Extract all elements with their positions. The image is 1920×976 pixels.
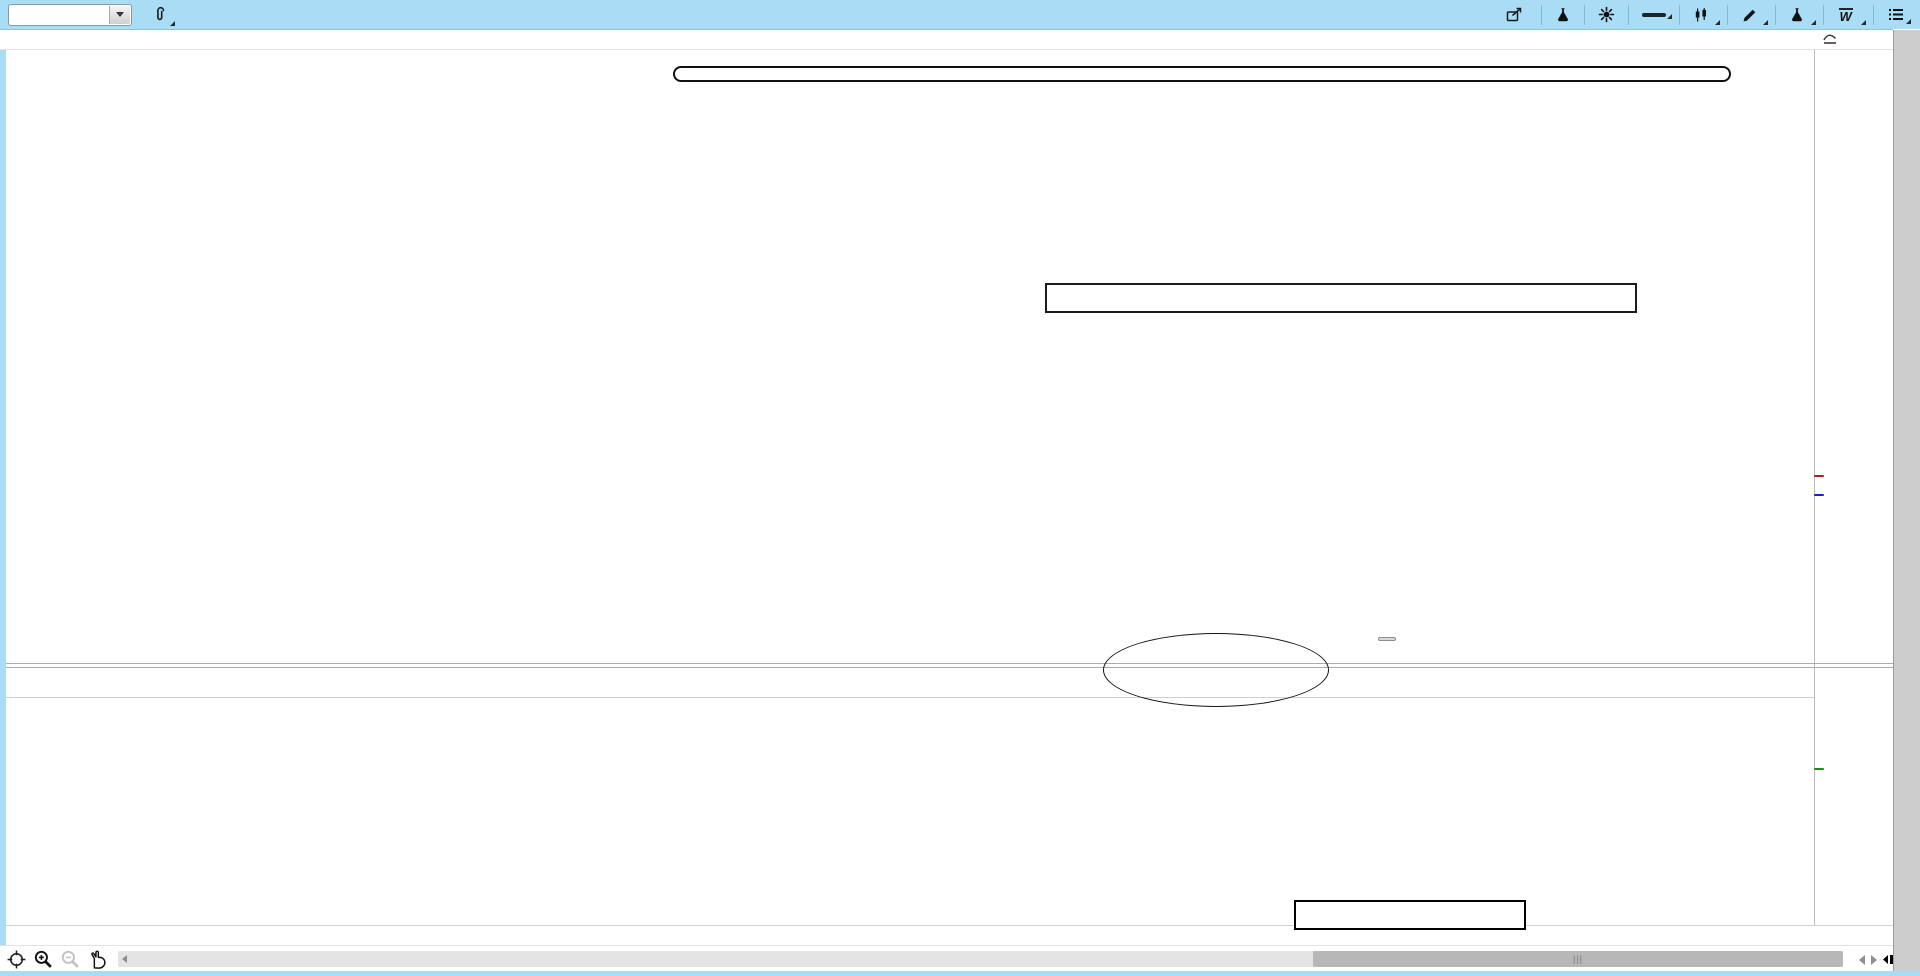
- timeframe-value: [1642, 12, 1666, 17]
- scroll-left-arrow-icon[interactable]: [122, 955, 127, 963]
- window-frame-bottom: [0, 971, 1920, 976]
- pattern-w-icon: W: [1839, 8, 1854, 23]
- share-button[interactable]: [1499, 4, 1535, 25]
- chevron-down-icon: [116, 12, 124, 17]
- symbol-dropdown-button[interactable]: [109, 5, 130, 24]
- symbol-input[interactable]: [8, 3, 132, 26]
- sma50-price-bubble: [1814, 494, 1824, 496]
- macd-note-box[interactable]: [1294, 900, 1526, 930]
- share-icon: [1506, 7, 1522, 22]
- toolbar-divider: [1679, 4, 1680, 25]
- scroll-step-right-button[interactable]: [1871, 954, 1877, 965]
- flask-icon: [1792, 8, 1802, 22]
- scrollbar-thumb[interactable]: |||: [1313, 951, 1843, 967]
- toolbar-divider: [1873, 4, 1874, 25]
- bottom-toolbar: |||: [0, 945, 1901, 972]
- toolbar-divider: [1775, 4, 1776, 25]
- list-menu-icon: [1889, 9, 1903, 20]
- chart-status-row: [0, 29, 1893, 50]
- panel-separator[interactable]: [0, 667, 1893, 668]
- patterns-button[interactable]: W: [1830, 3, 1867, 26]
- price-axis[interactable]: [1814, 48, 1894, 925]
- svg-text:W: W: [1840, 9, 1854, 23]
- last-price-bubble: [1814, 475, 1824, 477]
- analyze-button[interactable]: [1548, 3, 1578, 26]
- candlestick-icon: [1695, 7, 1706, 21]
- zoom-in-button[interactable]: [33, 949, 54, 970]
- price-scale-icon[interactable]: [1822, 31, 1838, 51]
- pan-hand-button[interactable]: [87, 949, 108, 970]
- pencil-icon: [1743, 9, 1756, 21]
- toolbar-divider: [1727, 4, 1728, 25]
- macd-value-bubble: [1814, 768, 1824, 770]
- window-frame-left: [0, 48, 6, 976]
- style-button[interactable]: [1686, 4, 1721, 26]
- double-bottom-callout[interactable]: [1103, 633, 1329, 707]
- crosshair-tool-button[interactable]: [6, 949, 27, 970]
- paperclip-icon: [157, 6, 165, 20]
- toolbar-divider: [1541, 4, 1542, 25]
- settings-button[interactable]: [1591, 3, 1622, 26]
- scroll-step-left-button[interactable]: [1859, 954, 1865, 965]
- confirmation-note-box[interactable]: [1045, 283, 1637, 313]
- macd-study-header: [0, 672, 1814, 698]
- low-price-badge: [1378, 637, 1396, 641]
- horizontal-scrollbar[interactable]: |||: [118, 951, 1901, 967]
- scrollbar-grip: |||: [1572, 953, 1583, 964]
- drawings-button[interactable]: [1734, 4, 1769, 26]
- toolbar-divider: [1823, 4, 1824, 25]
- toolbar-divider: [1628, 4, 1629, 25]
- link-button[interactable]: [144, 3, 176, 27]
- gear-icon: [1598, 6, 1615, 23]
- right-sidebar-tabs: [1893, 30, 1920, 971]
- studies-button[interactable]: [1782, 3, 1817, 26]
- top-toolbar: W: [0, 0, 1920, 29]
- analysis-note-box[interactable]: [673, 66, 1731, 82]
- zoom-out-button[interactable]: [60, 949, 81, 970]
- flask-icon: [1558, 8, 1568, 22]
- sidebar-menu-button[interactable]: [1880, 4, 1912, 25]
- panel-separator[interactable]: [0, 663, 1893, 664]
- timeframe-button[interactable]: [1635, 10, 1673, 20]
- time-axis: [0, 925, 1893, 946]
- toolbar-divider: [1584, 4, 1585, 25]
